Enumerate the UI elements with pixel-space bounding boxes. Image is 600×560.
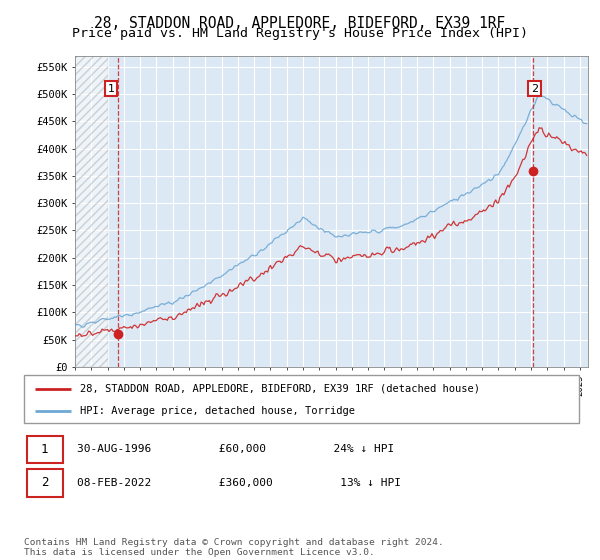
Text: 30-AUG-1996          £60,000          24% ↓ HPI: 30-AUG-1996 £60,000 24% ↓ HPI xyxy=(77,445,394,454)
FancyBboxPatch shape xyxy=(24,375,579,423)
Text: 08-FEB-2022          £360,000          13% ↓ HPI: 08-FEB-2022 £360,000 13% ↓ HPI xyxy=(77,478,401,488)
Text: 28, STADDON ROAD, APPLEDORE, BIDEFORD, EX39 1RF (detached house): 28, STADDON ROAD, APPLEDORE, BIDEFORD, E… xyxy=(79,384,479,394)
Text: 28, STADDON ROAD, APPLEDORE, BIDEFORD, EX39 1RF: 28, STADDON ROAD, APPLEDORE, BIDEFORD, E… xyxy=(94,16,506,31)
Text: HPI: Average price, detached house, Torridge: HPI: Average price, detached house, Torr… xyxy=(79,406,355,416)
Text: Contains HM Land Registry data © Crown copyright and database right 2024.
This d: Contains HM Land Registry data © Crown c… xyxy=(24,538,444,557)
Text: Price paid vs. HM Land Registry's House Price Index (HPI): Price paid vs. HM Land Registry's House … xyxy=(72,27,528,40)
Bar xyxy=(75,56,107,367)
FancyBboxPatch shape xyxy=(27,469,63,497)
Text: 2: 2 xyxy=(530,83,538,94)
Text: 1: 1 xyxy=(41,443,48,456)
FancyBboxPatch shape xyxy=(27,436,63,463)
Text: 1: 1 xyxy=(107,83,115,94)
Text: 2: 2 xyxy=(41,477,48,489)
